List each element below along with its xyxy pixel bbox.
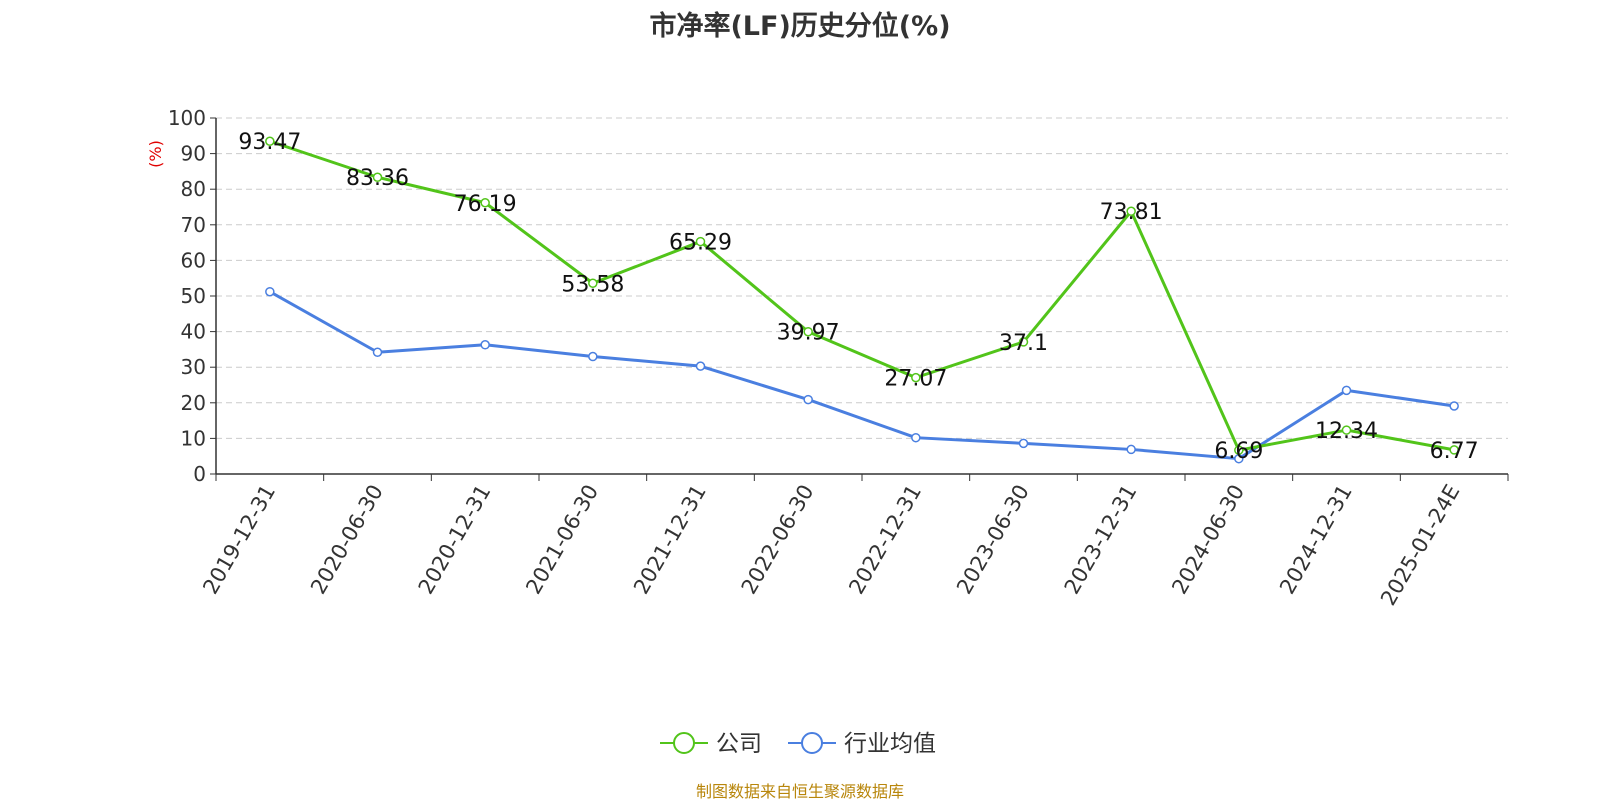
series-line (269, 290, 1455, 461)
grid-lines (216, 117, 1508, 439)
data-point (372, 172, 383, 182)
data-point (265, 136, 275, 146)
x-tick-label: 2024-06-30 (1167, 481, 1249, 599)
y-tick-label: 90 (181, 142, 206, 166)
data-label: 6.69 (1214, 439, 1263, 464)
y-tick-label: 10 (181, 426, 206, 450)
y-tick-label: 20 (181, 391, 206, 415)
x-tick-label: 2023-12-31 (1060, 481, 1142, 599)
y-tick-label: 70 (181, 213, 206, 237)
data-point (695, 236, 706, 247)
x-tick-label: 2020-06-30 (306, 481, 388, 599)
data-point (911, 432, 921, 443)
data-point (1126, 444, 1136, 455)
y-axis-label: (%) (146, 140, 165, 168)
data-label: 83.36 (346, 166, 409, 191)
data-point (911, 372, 921, 383)
data-label: 93.47 (238, 130, 301, 155)
data-point (588, 351, 598, 362)
legend: 公司 行业均值 (660, 731, 936, 757)
data-point (480, 340, 490, 350)
x-tick-label: 2020-12-31 (414, 481, 496, 599)
data-source-note: 制图数据来自恒生聚源数据库 (695, 782, 904, 801)
data-point (1449, 445, 1459, 455)
chart-title: 市净率(LF)历史分位(%) (649, 11, 951, 42)
data-point (1126, 206, 1136, 216)
series-line (269, 139, 1455, 452)
data-label: 12.34 (1315, 419, 1378, 444)
data-label: 73.81 (1100, 200, 1163, 225)
data-label: 65.29 (669, 231, 732, 256)
legend-label: 行业均值 (844, 731, 936, 757)
data-point (803, 394, 813, 405)
data-label: 39.97 (777, 321, 840, 346)
x-tick-label: 2019-12-31 (198, 481, 280, 599)
legend-label: 公司 (716, 731, 762, 757)
x-tick-label: 2023-06-30 (952, 481, 1034, 599)
y-tick-label: 80 (181, 177, 206, 201)
data-point (588, 278, 598, 289)
data-point (372, 347, 383, 357)
x-tick-label: 2021-06-30 (521, 481, 603, 599)
data-label: 27.07 (884, 367, 947, 392)
data-point (1018, 438, 1029, 449)
data-label: 37.1 (999, 331, 1048, 356)
y-tick-label: 60 (181, 248, 206, 272)
data-point (265, 286, 275, 297)
x-tick-label: 2024-12-31 (1275, 481, 1357, 599)
series-layer: 93.47 83.36 76.19 53.58 65.29 39.97 27.07 37.1 7… (238, 130, 1478, 464)
x-tick-label: 2025-01-24E (1376, 481, 1464, 610)
data-point (1341, 425, 1352, 435)
data-point (695, 361, 706, 371)
data-label: 6.77 (1430, 439, 1479, 464)
y-tick-label: 0 (193, 462, 206, 486)
data-point (1018, 337, 1029, 347)
data-point (480, 198, 490, 208)
legend-marker-icon (801, 732, 823, 754)
y-tick-label: 40 (181, 320, 206, 344)
data-point (803, 326, 813, 337)
x-tick-label: 2022-06-30 (737, 481, 819, 599)
y-tick-label: 30 (181, 355, 206, 379)
data-label: 53.58 (561, 272, 624, 297)
y-tick-label: 100 (168, 106, 206, 130)
data-label: 76.19 (454, 192, 517, 217)
data-point (1341, 385, 1352, 396)
legend-marker-icon (673, 732, 695, 754)
y-tick-label: 50 (181, 284, 206, 308)
x-tick-label: 2021-12-31 (629, 481, 711, 599)
data-point (1234, 445, 1244, 455)
x-tick-label: 2022-12-31 (844, 481, 926, 599)
data-point (1449, 401, 1459, 411)
